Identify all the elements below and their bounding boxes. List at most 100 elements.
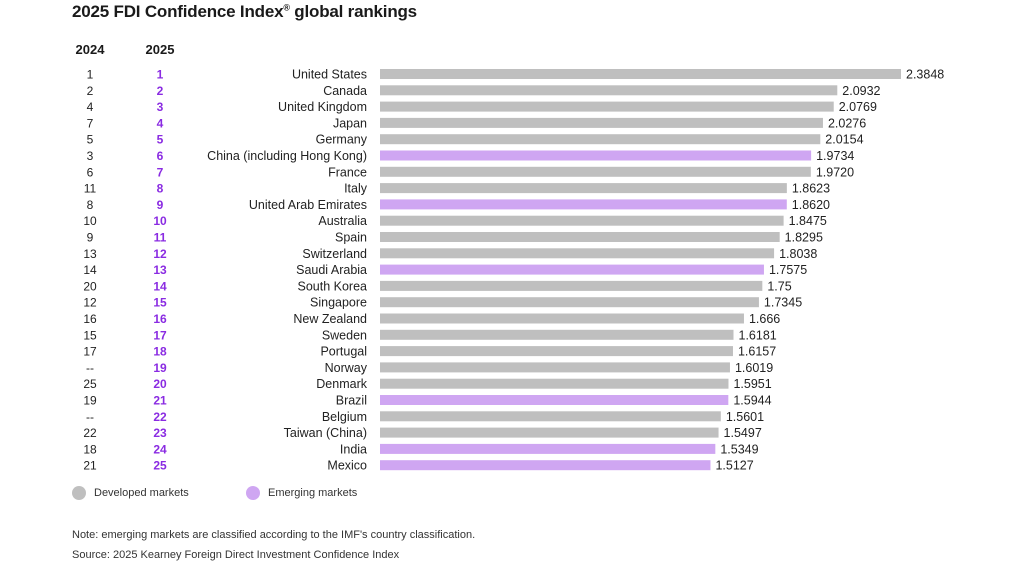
bar [380,313,744,324]
rank-2025-label: 20 [153,377,167,391]
rank-2024-label: 1 [87,68,94,82]
value-label: 2.0276 [828,116,866,130]
column-header-2024: 2024 [75,42,105,57]
value-label: 2.0932 [842,84,880,98]
legend-label-emerging: Emerging markets [268,487,358,499]
bar [380,460,711,471]
rank-2025-label: 8 [157,182,164,196]
rank-2025-label: 2 [157,84,164,98]
chart-title: 2025 FDI Confidence Index® global rankin… [72,2,417,21]
bar [380,443,716,454]
footnote: Note: emerging markets are classified ac… [72,529,476,541]
column-header-2025: 2025 [145,42,175,57]
bar [380,150,812,161]
value-label: 2.0154 [825,133,863,147]
rank-2024-label: 20 [83,279,97,293]
rank-2024-label: 21 [83,459,97,473]
bar [380,85,838,96]
rank-2024-label: 22 [83,426,97,440]
value-label: 2.3848 [906,68,944,82]
rank-2024-label: 7 [87,116,94,130]
value-label: 1.666 [749,312,780,326]
rank-2025-label: 11 [154,231,167,245]
rank-2024-label: 11 [84,182,97,196]
rank-2024-label: 13 [83,247,97,261]
value-label: 1.8038 [779,247,817,261]
country-label: Mexico [327,459,367,473]
rank-2025-label: 12 [153,247,167,261]
bar [380,134,821,145]
country-label: South Korea [298,279,368,293]
bar [380,329,734,340]
bar [380,69,901,79]
bar [380,280,763,291]
rank-2024-label: 4 [87,100,94,114]
bar [380,362,730,373]
country-label: China (including Hong Kong) [207,149,367,163]
rank-2025-label: 7 [157,165,164,179]
value-label: 1.75 [767,279,791,293]
rank-2024-label: -- [86,410,94,424]
bar [380,248,775,259]
value-label: 1.5127 [715,459,753,473]
rank-2025-label: 13 [153,263,167,277]
bar [380,215,784,226]
country-label: Spain [335,231,367,245]
country-label: Norway [325,361,368,375]
value-label: 1.7345 [764,296,802,310]
rank-2024-label: 8 [87,198,94,212]
rank-2024-label: 5 [87,133,94,147]
legend-swatch-developed [72,486,86,500]
country-label: Switzerland [302,247,367,261]
country-label: Denmark [316,377,367,391]
legend-label-developed: Developed markets [94,487,189,499]
rank-2025-label: 15 [153,296,167,310]
country-label: Brazil [336,394,367,408]
value-label: 1.6019 [735,361,773,375]
rank-2025-label: 18 [153,345,167,359]
legend-emerging: Emerging markets [246,485,357,501]
rank-2024-label: 9 [87,231,94,245]
bar [380,199,787,210]
bar [380,346,733,357]
rank-2025-label: 9 [157,198,164,212]
country-label: United Kingdom [278,100,367,114]
bar [380,395,729,405]
bar [380,166,811,177]
country-label: Saudi Arabia [296,263,367,277]
value-label: 1.8475 [789,214,827,228]
bar [380,101,834,112]
value-label: 1.7575 [769,263,807,277]
rank-2025-label: 23 [153,426,167,440]
value-label: 1.5349 [720,442,758,456]
rank-2025-label: 24 [153,442,167,456]
bar [380,117,823,128]
rank-2024-label: 2 [87,84,94,98]
bar [380,411,721,422]
rank-2024-label: 6 [87,165,94,179]
value-label: 1.5951 [733,377,771,391]
country-label: Portugal [320,345,367,359]
value-label: 1.8620 [792,198,830,212]
bar [380,427,719,438]
rank-2024-label: 19 [83,394,97,408]
rank-2025-label: 21 [153,394,167,408]
country-label: New Zealand [293,312,367,326]
value-label: 1.8295 [785,231,823,245]
bar [380,297,759,308]
value-label: 1.9734 [816,149,854,163]
country-label: Italy [344,182,368,196]
rank-2024-label: -- [86,361,94,375]
country-label: Taiwan (China) [284,426,367,440]
rank-2025-label: 5 [157,133,164,147]
source-note: Source: 2025 Kearney Foreign Direct Inve… [72,549,400,561]
rank-2025-label: 22 [153,410,167,424]
country-label: Singapore [310,296,367,310]
rank-2025-label: 25 [153,459,167,473]
value-label: 1.6157 [738,345,776,359]
rank-2025-label: 4 [157,116,164,130]
country-label: India [340,442,367,456]
rank-2025-label: 14 [153,279,167,293]
bar [380,183,787,194]
bar [380,378,729,389]
